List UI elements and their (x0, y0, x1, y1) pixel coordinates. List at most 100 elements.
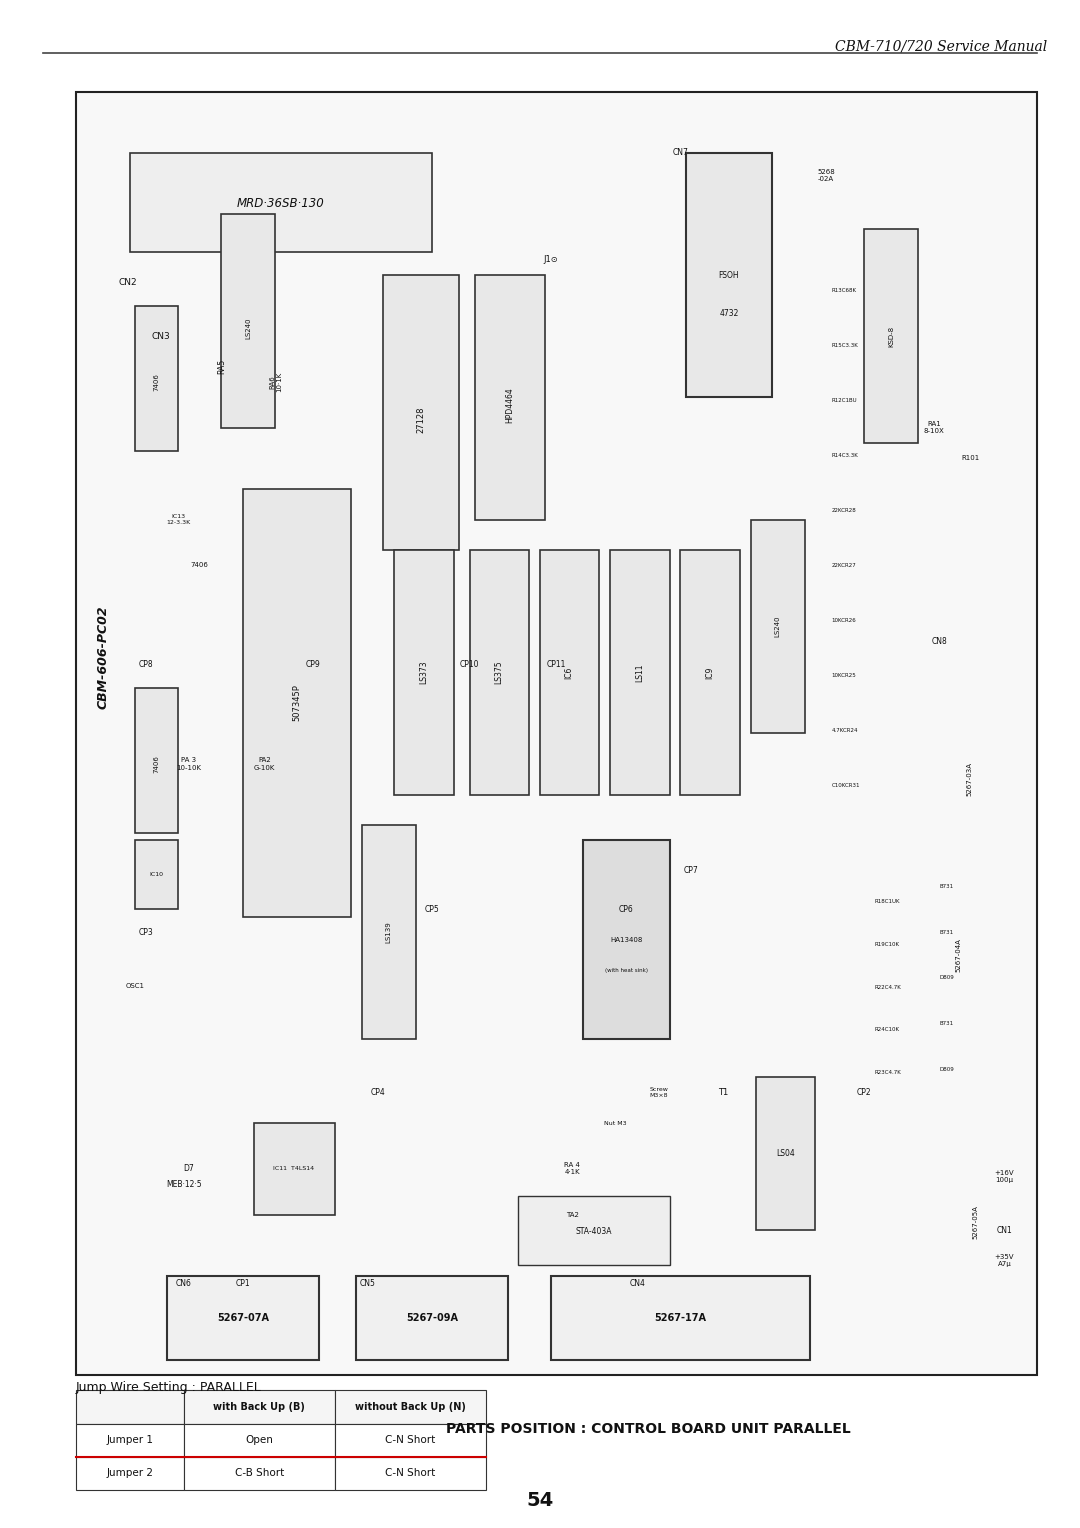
Text: CN5: CN5 (360, 1279, 375, 1288)
Text: CP10: CP10 (460, 660, 480, 669)
Text: HA13408: HA13408 (610, 937, 643, 943)
Text: CBM-606-PC02: CBM-606-PC02 (96, 605, 109, 709)
Text: FSOH: FSOH (718, 270, 740, 280)
Text: LS375: LS375 (495, 660, 503, 685)
Text: 5268
-02A: 5268 -02A (818, 170, 835, 182)
Bar (135, 688, 178, 833)
Text: CN8: CN8 (932, 637, 947, 646)
Text: C-N Short: C-N Short (386, 1468, 435, 1478)
Text: R15C3.3K: R15C3.3K (832, 342, 859, 348)
Text: R12C1BU: R12C1BU (832, 397, 858, 403)
Bar (680, 550, 740, 795)
Bar (243, 489, 351, 917)
Text: +16V
100μ: +16V 100μ (995, 1170, 1014, 1183)
Text: R19C10K: R19C10K (875, 941, 900, 947)
Text: C-B Short: C-B Short (234, 1468, 284, 1478)
Text: with Back Up (B): with Back Up (B) (213, 1403, 306, 1412)
Text: IC13
12-3.3K: IC13 12-3.3K (166, 513, 190, 526)
Text: CP4: CP4 (370, 1088, 386, 1097)
Bar (394, 550, 454, 795)
Text: CP1: CP1 (235, 1279, 251, 1288)
Text: CP7: CP7 (684, 866, 699, 876)
Text: CN1: CN1 (997, 1225, 1012, 1235)
Text: 4732: 4732 (719, 309, 739, 318)
Text: CN7: CN7 (673, 148, 688, 157)
Bar (610, 550, 670, 795)
Text: R24C10K: R24C10K (875, 1027, 900, 1033)
Text: CP3: CP3 (138, 927, 153, 937)
Text: HPD4464: HPD4464 (505, 387, 514, 423)
Text: PARTS POSITION : CONTROL BOARD UNIT PARALLEL: PARTS POSITION : CONTROL BOARD UNIT PARA… (446, 1421, 850, 1436)
Text: without Back Up (N): without Back Up (N) (355, 1403, 465, 1412)
Text: RA1
8-10X: RA1 8-10X (923, 422, 945, 434)
Bar (184, 1456, 335, 1490)
Text: CP6: CP6 (619, 905, 634, 914)
Text: 22KCR28: 22KCR28 (832, 507, 856, 513)
Text: D809: D809 (940, 1067, 955, 1073)
Bar (76, 1390, 184, 1424)
Text: B731: B731 (940, 883, 954, 889)
Text: LS04: LS04 (775, 1149, 795, 1158)
Bar (135, 840, 178, 909)
Bar (167, 1276, 319, 1360)
Text: 7406: 7406 (191, 562, 208, 568)
Text: R14C3.3K: R14C3.3K (832, 452, 859, 458)
Text: RA5: RA5 (217, 359, 226, 374)
Text: 54: 54 (526, 1491, 554, 1510)
Bar (135, 306, 178, 451)
Bar (184, 1390, 335, 1424)
Text: 7406: 7406 (153, 373, 160, 391)
Text: LS11: LS11 (635, 663, 644, 681)
Text: CP8: CP8 (138, 660, 153, 669)
Text: 27128: 27128 (417, 406, 426, 434)
Text: 5267-09A: 5267-09A (406, 1313, 458, 1323)
Bar (475, 275, 545, 520)
Text: Jumper 2: Jumper 2 (106, 1468, 153, 1478)
Text: OSC1: OSC1 (125, 983, 145, 989)
Text: 5267-03A: 5267-03A (967, 762, 973, 796)
Text: CBM-710/720 Service Manual: CBM-710/720 Service Manual (835, 40, 1048, 53)
Text: J1⊙: J1⊙ (543, 255, 558, 264)
Text: MRD·36SB·130: MRD·36SB·130 (237, 197, 325, 209)
Text: R22C4.7K: R22C4.7K (875, 984, 902, 990)
Text: 4.7KCR24: 4.7KCR24 (832, 727, 859, 733)
Text: Jumper 1: Jumper 1 (106, 1435, 153, 1445)
Bar (254, 1123, 335, 1215)
Text: CN3: CN3 (151, 332, 170, 341)
Bar (130, 153, 432, 252)
Text: CN2: CN2 (119, 278, 137, 287)
Text: CP2: CP2 (856, 1088, 872, 1097)
Bar (751, 520, 805, 733)
Text: KSD-8: KSD-8 (888, 325, 894, 347)
Text: Jump Wire Setting : PARALLEL: Jump Wire Setting : PARALLEL (76, 1381, 261, 1394)
Text: MEB·12·5: MEB·12·5 (166, 1180, 201, 1189)
Text: IC11  T4LS14: IC11 T4LS14 (273, 1166, 314, 1172)
Text: B731: B731 (940, 929, 954, 935)
Text: STA-403A: STA-403A (576, 1227, 612, 1236)
Text: TA2: TA2 (566, 1212, 579, 1218)
Text: 5267-04A: 5267-04A (956, 938, 962, 972)
Text: 5267-07A: 5267-07A (217, 1313, 269, 1323)
Text: 5267-17A: 5267-17A (654, 1313, 706, 1323)
Text: 22KCR27: 22KCR27 (832, 562, 856, 568)
Bar (686, 153, 772, 397)
Text: CP11: CP11 (546, 660, 566, 669)
Text: LS240: LS240 (245, 318, 252, 339)
Text: 10KCR25: 10KCR25 (832, 672, 856, 678)
Text: 507345P: 507345P (293, 685, 301, 721)
Bar (518, 1196, 670, 1265)
Text: CN6: CN6 (176, 1279, 191, 1288)
Text: 10KCR26: 10KCR26 (832, 617, 856, 623)
Text: R13C68K: R13C68K (832, 287, 856, 293)
Bar (362, 825, 416, 1039)
Bar (76, 1456, 184, 1490)
Bar (335, 1424, 486, 1456)
Text: PA 3
10-10K: PA 3 10-10K (176, 758, 202, 770)
Bar (335, 1456, 486, 1490)
Text: LS373: LS373 (419, 660, 428, 685)
Text: (with heat sink): (with heat sink) (605, 967, 648, 973)
Text: D7: D7 (184, 1164, 194, 1174)
Text: 7406: 7406 (153, 755, 160, 773)
Text: T1: T1 (718, 1088, 729, 1097)
Bar (76, 1424, 184, 1456)
